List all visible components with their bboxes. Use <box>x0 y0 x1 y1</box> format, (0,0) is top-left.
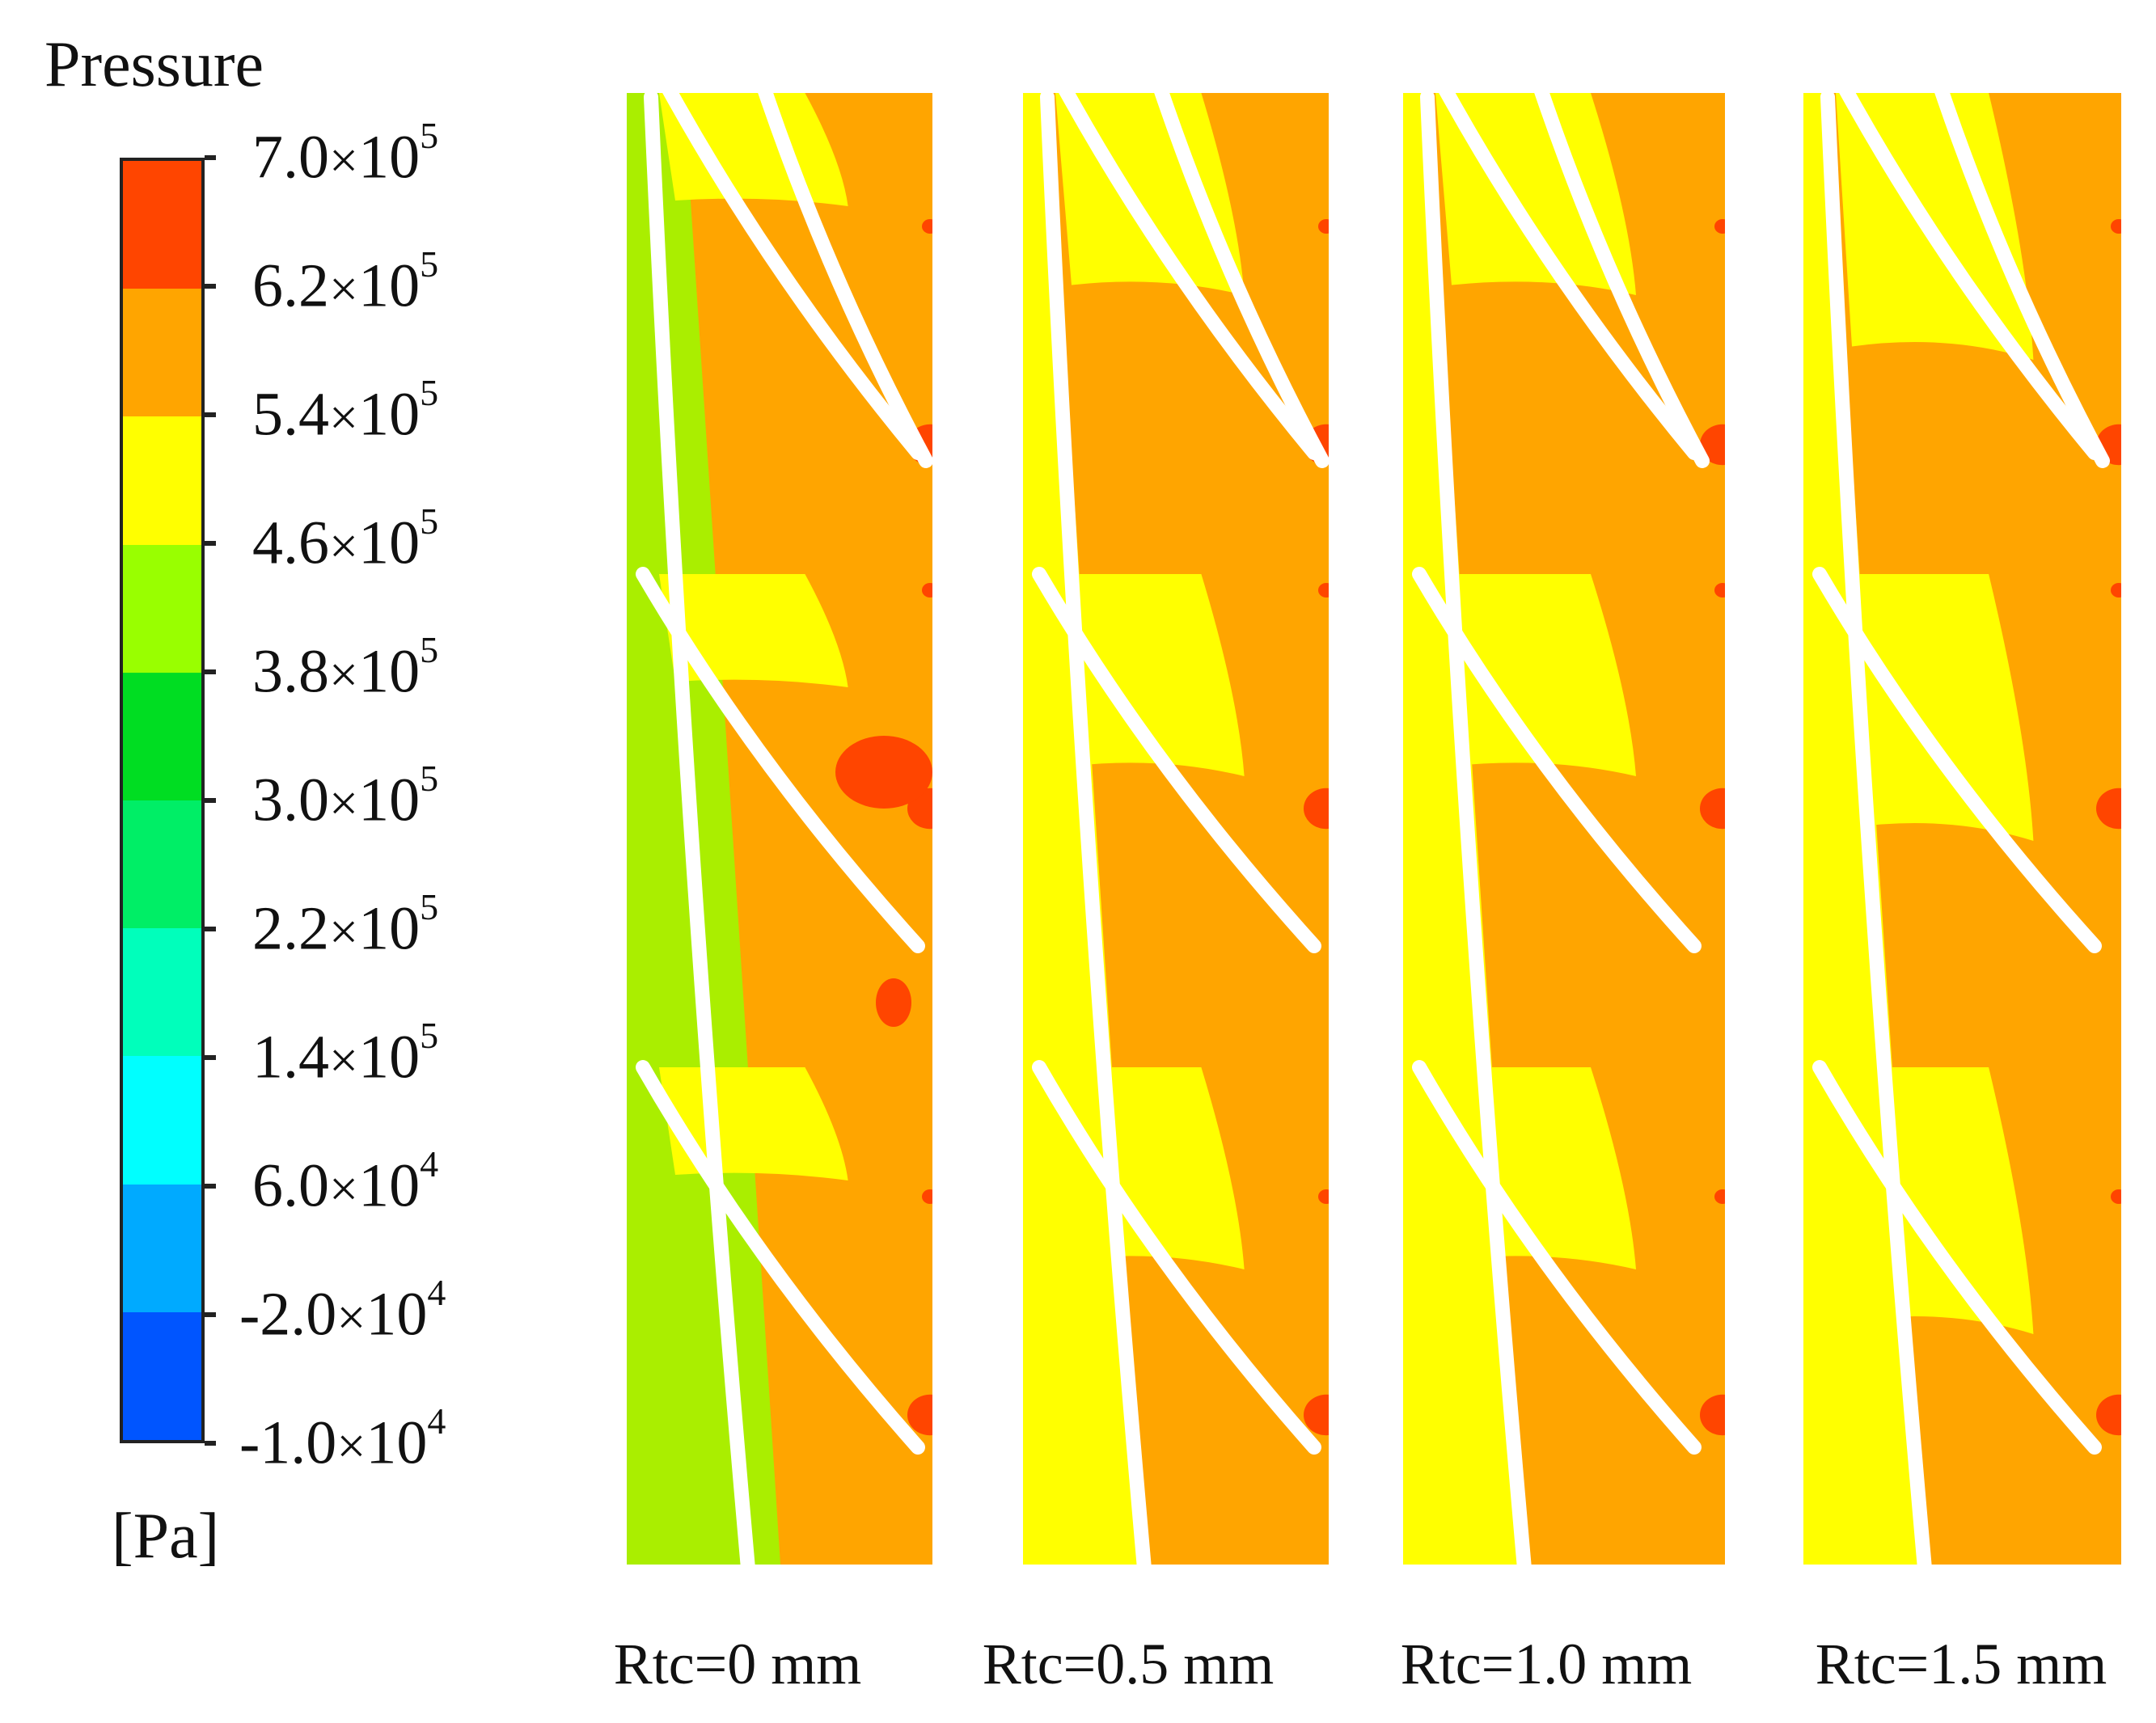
colorbar-tick <box>205 1055 216 1060</box>
panel-caption: Rtc=1.0 mm <box>1400 1632 1693 1696</box>
field-high-pressure-spot <box>1714 219 1727 234</box>
colorbar-segment <box>123 672 201 801</box>
field-high-pressure-spot <box>922 1189 934 1204</box>
field-high-pressure-spot <box>835 736 932 809</box>
field-high-pressure-spot <box>1304 788 1330 830</box>
field-high-pressure-spot <box>1714 1189 1727 1204</box>
field-low-pressure-wedge <box>1055 574 1245 776</box>
field-high-pressure-spot <box>2096 1394 2123 1436</box>
impeller-blade <box>1153 89 1330 468</box>
field-high-pressure-spot <box>922 583 934 598</box>
panel-caption: Rtc=0 mm <box>613 1632 862 1696</box>
impeller-blade <box>1040 90 1152 1569</box>
colorbar-segment <box>123 161 201 289</box>
field-low-pressure-wedge <box>659 574 848 687</box>
impeller-blade <box>644 90 755 1569</box>
contour-panel-rtc-1-0 <box>1403 89 1727 1569</box>
contour-svg <box>1803 89 2123 1569</box>
impeller-blade <box>1934 89 2110 468</box>
colorbar-tick <box>205 1312 216 1317</box>
colorbar-tick <box>205 412 216 417</box>
panel-edge <box>932 89 934 1569</box>
colorbar-tick <box>205 155 216 160</box>
colorbar-segment <box>123 1311 201 1441</box>
pressure-colorbar <box>120 158 205 1443</box>
colorbar-tick-label: 5.4×105 <box>252 372 439 449</box>
panel-edge <box>2121 89 2123 1569</box>
field-low-pressure-wedge <box>1836 574 2034 841</box>
colorbar-segment <box>123 1056 201 1185</box>
contour-svg <box>627 89 934 1569</box>
field-high-pressure-spot <box>922 219 934 234</box>
colorbar-tick-label: 7.0×105 <box>252 115 439 192</box>
contour-panel-rtc-0 <box>627 89 934 1569</box>
colorbar-tick <box>205 1441 216 1446</box>
colorbar-segment <box>123 800 201 929</box>
colorbar-segment <box>123 289 201 417</box>
field-high-pressure-spot <box>907 1394 934 1436</box>
field-high-pressure-spot <box>2111 583 2123 598</box>
impeller-blade <box>757 89 933 468</box>
impeller-blade <box>1056 89 1321 460</box>
legend-unit: [Pa] <box>112 1501 220 1572</box>
legend-title: Pressure <box>44 29 264 100</box>
field-high-pressure-spot <box>1304 1394 1330 1436</box>
colorbar-tick-label: 6.2×105 <box>252 243 439 320</box>
field-high-pressure-spot <box>1700 1394 1727 1436</box>
impeller-blade <box>660 89 925 460</box>
colorbar-tick <box>205 1184 216 1189</box>
colorbar-tick-label: 3.8×105 <box>252 629 439 706</box>
field-high-pressure-spot <box>1318 1189 1330 1204</box>
colorbar-tick-label: -2.0×104 <box>239 1272 446 1349</box>
colorbar-segment <box>123 928 201 1057</box>
colorbar-tick-label: 4.6×105 <box>252 500 439 577</box>
colorbar-tick <box>205 669 216 674</box>
contour-panel-rtc-0-5 <box>1023 89 1330 1569</box>
impeller-blade <box>1032 1060 1321 1455</box>
field-high-pressure-spot <box>876 978 911 1027</box>
field-high-pressure-spot <box>1700 788 1727 830</box>
impeller-blade <box>1820 90 1932 1569</box>
impeller-blade <box>1420 90 1532 1569</box>
impeller-blade <box>1837 89 2102 460</box>
impeller-blade <box>636 1060 925 1455</box>
colorbar-tick-label: 2.2×105 <box>252 886 439 963</box>
impeller-blade <box>1436 89 1702 460</box>
contour-svg <box>1023 89 1330 1569</box>
colorbar-segment <box>123 544 201 673</box>
field-high-pressure-spot <box>1318 219 1330 234</box>
impeller-blade <box>1533 89 1710 468</box>
colorbar-tick-label: 3.0×105 <box>252 758 439 834</box>
colorbar-tick-label: -1.0×104 <box>239 1400 446 1477</box>
contour-svg <box>1403 89 1727 1569</box>
panel-caption: Rtc=1.5 mm <box>1815 1632 2107 1696</box>
field-high-pressure-spot <box>2111 219 2123 234</box>
colorbar-tick <box>205 798 216 803</box>
field-high-pressure-spot <box>1714 583 1727 598</box>
colorbar-segment <box>123 416 201 545</box>
colorbar-tick <box>205 541 216 546</box>
impeller-blade <box>1412 1060 1702 1455</box>
colorbar-segment <box>123 1184 201 1312</box>
field-high-pressure-spot <box>1318 583 1330 598</box>
colorbar-tick-label: 6.0×104 <box>252 1143 439 1220</box>
colorbar-tick <box>205 284 216 289</box>
field-high-pressure-spot <box>2096 788 2123 830</box>
colorbar-tick <box>205 927 216 931</box>
panel-edge <box>1329 89 1330 1569</box>
panel-edge <box>1725 89 1727 1569</box>
colorbar-tick-label: 1.4×105 <box>252 1015 439 1092</box>
impeller-blade <box>1812 1060 2102 1455</box>
contour-panel-rtc-1-5 <box>1803 89 2123 1569</box>
field-high-pressure-spot <box>2111 1189 2123 1204</box>
field-low-pressure-wedge <box>1435 93 1636 295</box>
panel-caption: Rtc=0.5 mm <box>982 1632 1275 1696</box>
field-low-pressure-wedge <box>1435 574 1636 776</box>
